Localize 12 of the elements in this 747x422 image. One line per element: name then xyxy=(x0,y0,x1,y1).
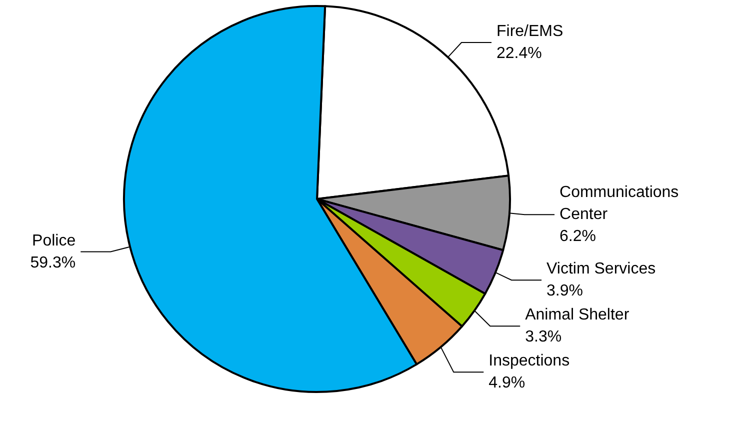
data-label: 6.2% xyxy=(560,228,596,246)
slice-label: Police xyxy=(32,232,76,250)
slice-label: Fire/EMS xyxy=(496,23,564,40)
slice-label: Victim Services xyxy=(546,260,656,278)
data-label: 22.4% xyxy=(496,45,542,62)
data-label: 59.3% xyxy=(30,254,76,272)
data-label: 3.3% xyxy=(525,328,562,346)
data-label: 3.9% xyxy=(546,282,583,300)
slice-label: Inspections xyxy=(488,352,570,370)
slice-label: Animal Shelter xyxy=(525,306,630,324)
slice-label: Communications Center xyxy=(560,184,684,224)
data-label: 4.9% xyxy=(488,374,526,392)
